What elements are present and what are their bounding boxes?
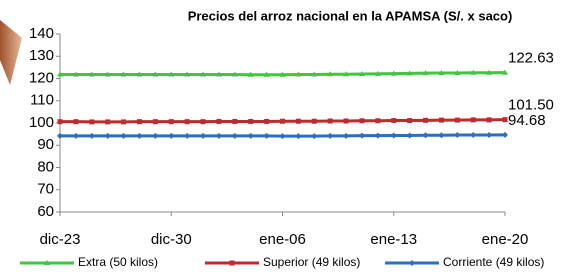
legend-label: Superior (49 kilos) [263,255,360,269]
y-tick-label: 130 [29,47,54,64]
marker [216,119,221,124]
marker [344,118,349,123]
chart: Precios del arroz nacional en la APAMSA … [0,0,587,270]
marker [230,261,235,266]
marker [264,133,270,139]
marker [407,132,413,138]
marker [184,133,190,139]
marker [152,133,158,139]
marker [375,133,381,139]
decoration [0,20,22,85]
x-tick-label: ene-13 [370,231,417,248]
marker [503,117,508,122]
marker [295,133,301,139]
marker [232,119,237,124]
marker [185,119,190,124]
marker [423,118,428,123]
marker [73,133,79,139]
marker [487,117,492,122]
marker [57,133,63,139]
y-tick-label: 120 [29,69,54,86]
y-tick-label: 60 [37,203,54,220]
marker [58,119,63,124]
marker [454,132,460,138]
marker [359,133,365,139]
marker [327,133,333,139]
legend-label: Extra (50 kilos) [78,255,158,269]
marker [89,133,95,139]
marker [137,119,142,124]
marker [438,132,444,138]
marker [73,119,78,124]
marker [439,118,444,123]
data-label: 94.68 [508,112,546,129]
marker [343,133,349,139]
marker [391,118,396,123]
data-label: 122.63 [508,50,554,67]
y-tick-label: 80 [37,158,54,175]
marker [232,133,238,139]
marker [201,119,206,124]
marker [200,133,206,139]
marker [121,133,127,139]
marker [470,132,476,138]
marker [105,133,111,139]
x-tick-label: ene-20 [482,231,529,248]
marker [248,119,253,124]
marker [168,133,174,139]
marker [312,119,317,124]
marker [105,119,110,124]
marker [169,119,174,124]
marker [248,133,254,139]
marker [121,119,126,124]
y-tick-label: 100 [29,114,54,131]
marker [328,118,333,123]
y-tick-label: 90 [37,136,54,153]
y-tick-label: 70 [37,181,54,198]
y-tick-label: 140 [29,25,54,42]
marker [409,260,415,266]
marker [311,133,317,139]
marker [280,119,285,124]
marker [136,133,142,139]
marker [391,132,397,138]
marker [423,132,429,138]
legend-label: Corriente (49 kilos) [443,255,544,269]
marker [407,118,412,123]
y-tick-label: 110 [30,92,54,109]
marker [502,132,508,138]
marker [153,119,158,124]
marker [264,119,269,124]
marker [280,133,286,139]
marker [359,118,364,123]
x-tick-label: dic-30 [151,231,192,248]
marker [89,119,94,124]
marker [296,119,301,124]
marker [216,133,222,139]
marker [375,118,380,123]
marker [455,118,460,123]
marker [486,132,492,138]
x-tick-label: ene-06 [259,231,306,248]
chart-title: Precios del arroz nacional en la APAMSA … [188,8,513,23]
x-tick-label: dic-23 [40,231,81,248]
marker [471,117,476,122]
